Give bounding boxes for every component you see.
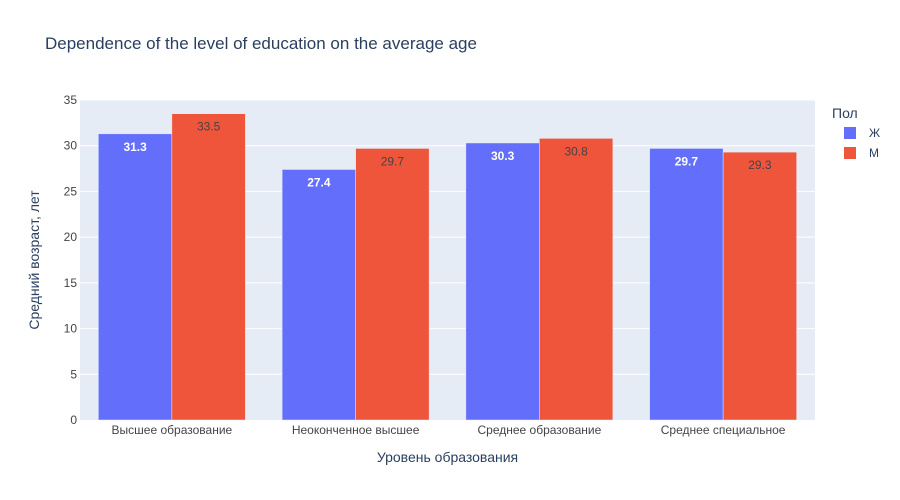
legend-swatch	[844, 147, 856, 159]
y-tick-labels: 0 5 10 15 20 25 30 35	[64, 93, 78, 427]
legend-swatch	[844, 127, 856, 139]
bar	[649, 148, 724, 421]
legend: Пол ЖМ	[832, 105, 880, 160]
x-tick-label: Неоконченное высшее	[292, 423, 420, 437]
data-label: 30.8	[564, 144, 588, 158]
data-label: 33.5	[197, 120, 221, 134]
y-axis-title: Средний возраст, лет	[26, 190, 42, 330]
y-tick-label: 0	[70, 413, 77, 427]
y-tick-label: 30	[64, 139, 78, 153]
y-tick-label: 15	[64, 276, 78, 290]
x-axis-title: Уровень образования	[377, 449, 518, 465]
data-label: 29.3	[748, 158, 772, 172]
bar	[281, 169, 356, 421]
legend-label: М	[869, 146, 879, 160]
data-label: 30.3	[491, 149, 515, 163]
bar	[722, 151, 797, 421]
data-label: 29.7	[381, 154, 405, 168]
y-tick-label: 35	[64, 93, 78, 107]
x-tick-label: Высшее образование	[112, 423, 233, 437]
x-tick-labels: Высшее образование Неоконченное высшее Сре…	[112, 423, 786, 437]
data-label: 29.7	[675, 154, 699, 168]
data-label: 27.4	[307, 175, 331, 189]
x-tick-label: Среднее образование	[477, 423, 601, 437]
y-tick-label: 10	[64, 322, 78, 336]
bar	[98, 133, 173, 421]
bar	[539, 138, 614, 421]
legend-title: Пол	[832, 105, 858, 121]
bar	[355, 148, 430, 421]
y-tick-label: 20	[64, 230, 78, 244]
chart-title: Dependence of the level of education on …	[45, 34, 477, 53]
bar	[465, 142, 540, 421]
bars: 31.3 33.5 27.4 29.7 30.3 30.8 29.7 29.3	[98, 113, 797, 421]
y-tick-label: 5	[70, 367, 77, 381]
data-label: 31.3	[123, 140, 147, 154]
x-tick-label: Среднее специальное	[661, 423, 786, 437]
y-tick-label: 25	[64, 184, 78, 198]
bar	[171, 113, 246, 421]
legend-label: Ж	[869, 126, 880, 140]
